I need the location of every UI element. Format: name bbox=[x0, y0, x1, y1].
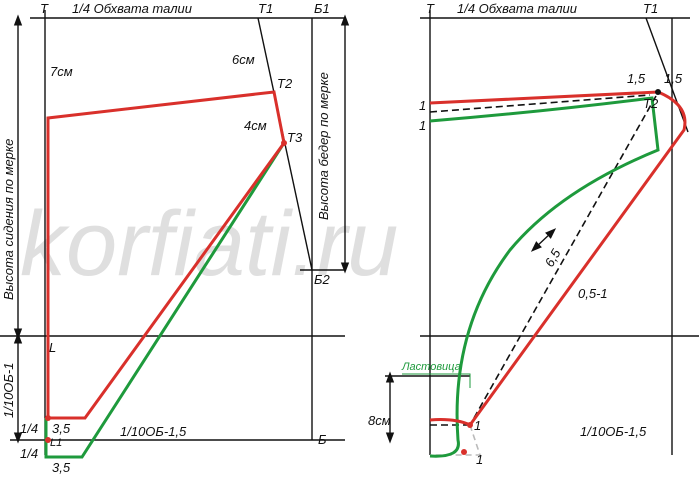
label: 1/4 Обхвата талии bbox=[457, 1, 577, 16]
label: 1,5 bbox=[664, 71, 683, 86]
label: Б1 bbox=[314, 1, 330, 16]
label: 1 bbox=[419, 118, 426, 133]
label: Т bbox=[426, 1, 435, 16]
label: 1/4 bbox=[20, 446, 38, 461]
label: Т3 bbox=[287, 130, 303, 145]
label: 1 bbox=[476, 452, 483, 467]
label: 3,5 bbox=[52, 460, 71, 475]
label: Ластовица bbox=[401, 361, 461, 373]
label: Высота сидения по мерке bbox=[1, 139, 16, 300]
label: 4см bbox=[244, 118, 267, 133]
label: L bbox=[49, 340, 56, 355]
label: 7см bbox=[50, 64, 73, 79]
label: 6см bbox=[232, 52, 255, 67]
label: Т1 bbox=[258, 1, 273, 16]
label: Т bbox=[40, 1, 49, 16]
label: L1 bbox=[50, 437, 62, 449]
label: Б bbox=[318, 432, 327, 447]
label: 1/4 bbox=[20, 421, 38, 436]
label: Т1 bbox=[643, 1, 658, 16]
label: 1,5 bbox=[627, 71, 646, 86]
label: 1/10ОБ-1,5 bbox=[120, 424, 187, 439]
label: Б2 bbox=[314, 272, 330, 287]
label: 1/10ОБ-1,5 bbox=[580, 424, 647, 439]
label: 3,5 bbox=[52, 421, 71, 436]
label: 1 bbox=[474, 418, 481, 433]
right-panel: Т 1/4 Обхвата талии Т1 1,5 1,5 1 1 Т2 6,… bbox=[368, 1, 699, 467]
label: 0,5-1 bbox=[578, 286, 608, 301]
left-panel: Т 1/4 Обхвата талии Т1 Б1 Высота сидения… bbox=[0, 1, 350, 475]
label: 8см bbox=[368, 413, 391, 428]
label: Т2 bbox=[277, 76, 293, 91]
label: Высота бедер по мерке bbox=[316, 72, 331, 220]
label: 1/10ОБ-1 bbox=[1, 363, 16, 418]
label: Т2 bbox=[643, 96, 659, 111]
label: 1 bbox=[419, 98, 426, 113]
label: 1/4 Обхвата талии bbox=[72, 1, 192, 16]
label: 6,5 bbox=[542, 246, 564, 270]
